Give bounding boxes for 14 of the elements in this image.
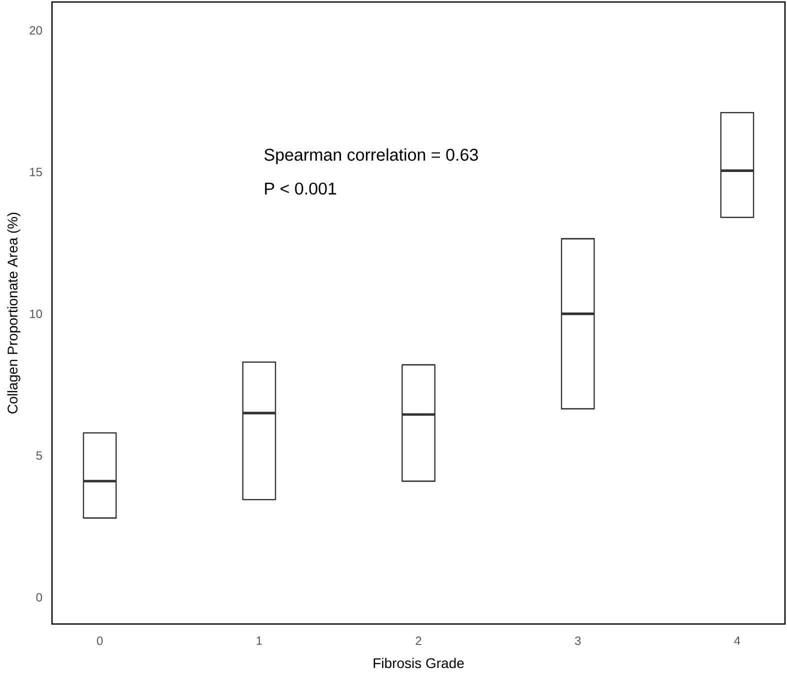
- y-tick-label: 20: [30, 26, 42, 35]
- y-tick-label: 15: [30, 168, 42, 176]
- x-tick-label: 3: [574, 636, 581, 646]
- x-tick-label: 1: [256, 636, 262, 645]
- x-tick-label: 4: [734, 636, 740, 645]
- y-tick-label: 10: [30, 310, 42, 318]
- y-tick-label: 5: [36, 451, 42, 460]
- annotation: P < 0.001: [265, 182, 336, 195]
- y-tick-label: 0: [36, 593, 42, 602]
- annotation: Spearman correlation = 0.63: [264, 148, 478, 164]
- x-tick-label: 2: [416, 636, 422, 645]
- x-axis-title: Fibrosis Grade: [374, 658, 464, 668]
- y-axis-title: Collagen Proportionate Area (%): [7, 212, 20, 414]
- x-tick-label: 0: [96, 636, 103, 646]
